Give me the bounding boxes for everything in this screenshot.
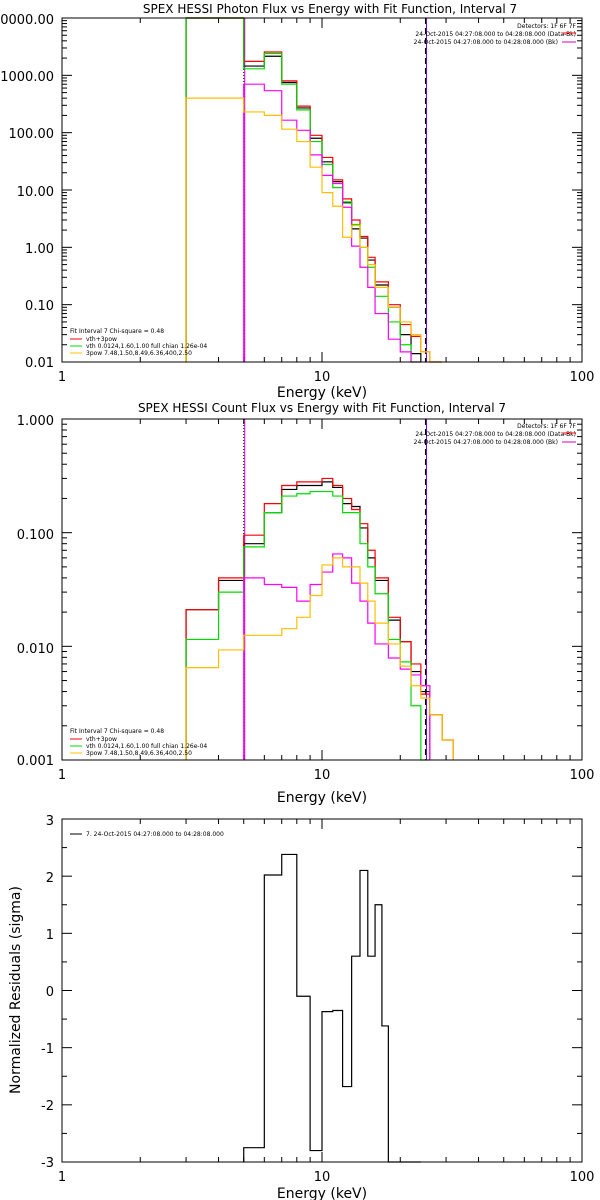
count-flux-x-axis-label: Energy (keV) [277,790,367,806]
data-interval-text: 24-Oct-2015 04:27:08.000 to 04:28:08.000… [415,431,576,438]
legend-entry: vth 0.0124,1.60,1.00 full chian 1.26e-04 [86,743,207,750]
data-interval-text: 24-Oct-2015 04:27:08.000 to 04:28:08.000… [415,31,576,38]
y-tick-label: 1.00 [25,242,54,257]
y-tick-label: 0.10 [25,299,54,314]
series-0-line [243,853,421,1163]
count-flux-legend: Fit Interval 7 Chi-square = 0.48 vth+3po… [70,728,207,757]
y-tick-label: 3 [46,814,54,829]
photon-flux-plot-frame [61,17,583,363]
y-tick-label: 0.01 [25,356,54,371]
series-0-line [185,17,422,362]
count-flux-vlines [243,419,427,760]
background-interval-text: 24-Oct-2015 04:27:08.000 to 04:28:08.000… [414,39,558,46]
residuals-plot-frame [61,818,583,1163]
residuals-y-axis-label: Normalized Residuals (sigma) [8,886,24,1094]
x-tick-label: 10 [314,768,331,783]
legend-entry: 3pow 7.48,1.50,8.49,6.36,400,2.50 [86,750,192,757]
detectors-text: Detectors: 1F 6F 7F [517,23,576,30]
legend-entry: 3pow 7.48,1.50,8.49,6.36,400,2.50 [86,350,192,357]
y-tick-label: 0.001 [17,754,54,769]
series-3-line [243,553,431,760]
legend-entry: vth+3pow [86,336,117,343]
y-tick-label: -3 [41,1156,54,1171]
y-tick-label: 1.000 [17,414,54,429]
y-tick-label: 10000.00 [0,13,54,28]
series-4-line [185,97,443,363]
y-tick-label: 0 [46,985,54,1000]
y-tick-label: 10.00 [17,185,54,200]
x-tick-label: 1 [58,768,66,783]
legend-entry: vth+3pow [86,736,117,743]
residuals-x-axis-label: Energy (keV) [277,1186,367,1200]
residuals-y-tick-labels: 3 2 1 0 -1 -2 -3 [41,814,54,1171]
count-flux-panel: SPEX HESSI Count Flux vs Energy with Fit… [17,401,595,806]
photon-flux-title: SPEX HESSI Photon Flux vs Energy with Fi… [143,2,517,16]
count-flux-plot-frame [61,418,583,761]
photon-flux-x-axis-label: Energy (keV) [277,385,367,401]
series-1-line [185,477,454,760]
y-tick-label: 1 [46,928,54,943]
x-tick-label: 1 [58,370,66,385]
y-tick-label: 0.010 [17,642,54,657]
background-interval-text: 24-Oct-2015 04:27:08.000 to 04:28:08.000… [414,439,558,446]
photon-flux-legend: Fit Interval 7 Chi-square = 0.48 vth+3po… [70,328,207,357]
photon-flux-series [185,17,443,363]
series-4-line [185,557,454,760]
y-tick-label: -2 [41,1099,54,1114]
series-0-line [185,481,431,760]
y-tick-label: 2 [46,871,54,886]
residuals-panel: 3 2 1 0 -1 -2 -3 1 10 100 Energy (keV) N… [8,814,594,1200]
y-tick-label: 0.100 [17,528,54,543]
photon-flux-x-tick-labels: 1 10 100 [58,370,595,385]
photon-flux-info: Detectors: 1F 6F 7F 24-Oct-2015 04:27:08… [414,23,577,46]
x-tick-label: 1 [58,1170,66,1185]
x-tick-label: 100 [570,370,595,385]
series-3-line [243,83,421,363]
count-flux-info: Detectors: 1F 6F 7F 24-Oct-2015 04:27:08… [414,423,577,446]
x-tick-label: 10 [314,370,331,385]
count-flux-ticks [61,419,582,761]
count-flux-y-tick-labels: 1.000 0.100 0.010 0.001 [17,414,54,769]
x-tick-label: 10 [314,1170,331,1185]
legend-fit-interval: Fit Interval 7 Chi-square = 0.48 [70,728,164,735]
legend-entry: 7. 24-Oct-2015 04:27:08.000 to 04:28:08.… [86,831,224,838]
photon-flux-vlines [243,18,427,362]
x-tick-label: 100 [570,768,595,783]
legend-fit-interval: Fit Interval 7 Chi-square = 0.48 [70,328,164,335]
residuals-x-tick-labels: 1 10 100 [58,1170,595,1185]
detectors-text: Detectors: 1F 6F 7F [517,423,576,430]
series-1-line [185,17,443,363]
x-tick-label: 100 [570,1170,595,1185]
count-flux-series [185,477,454,761]
residuals-series [243,853,421,1163]
residuals-legend: 7. 24-Oct-2015 04:27:08.000 to 04:28:08.… [70,831,224,838]
y-tick-label: -1 [41,1042,54,1057]
y-tick-label: 100.00 [9,127,55,142]
photon-flux-y-tick-labels: 10000.00 1000.00 100.00 10.00 1.00 0.10 … [0,13,54,371]
photon-flux-panel: SPEX HESSI Photon Flux vs Energy with Fi… [0,2,594,401]
y-tick-label: 1000.00 [0,70,54,85]
series-2-line [185,17,421,363]
legend-entry: vth 0.0124,1.60,1.00 full chian 1.26e-04 [86,343,207,350]
series-2-line [185,490,430,761]
count-flux-title: SPEX HESSI Count Flux vs Energy with Fit… [138,401,506,415]
count-flux-x-tick-labels: 1 10 100 [58,768,595,783]
